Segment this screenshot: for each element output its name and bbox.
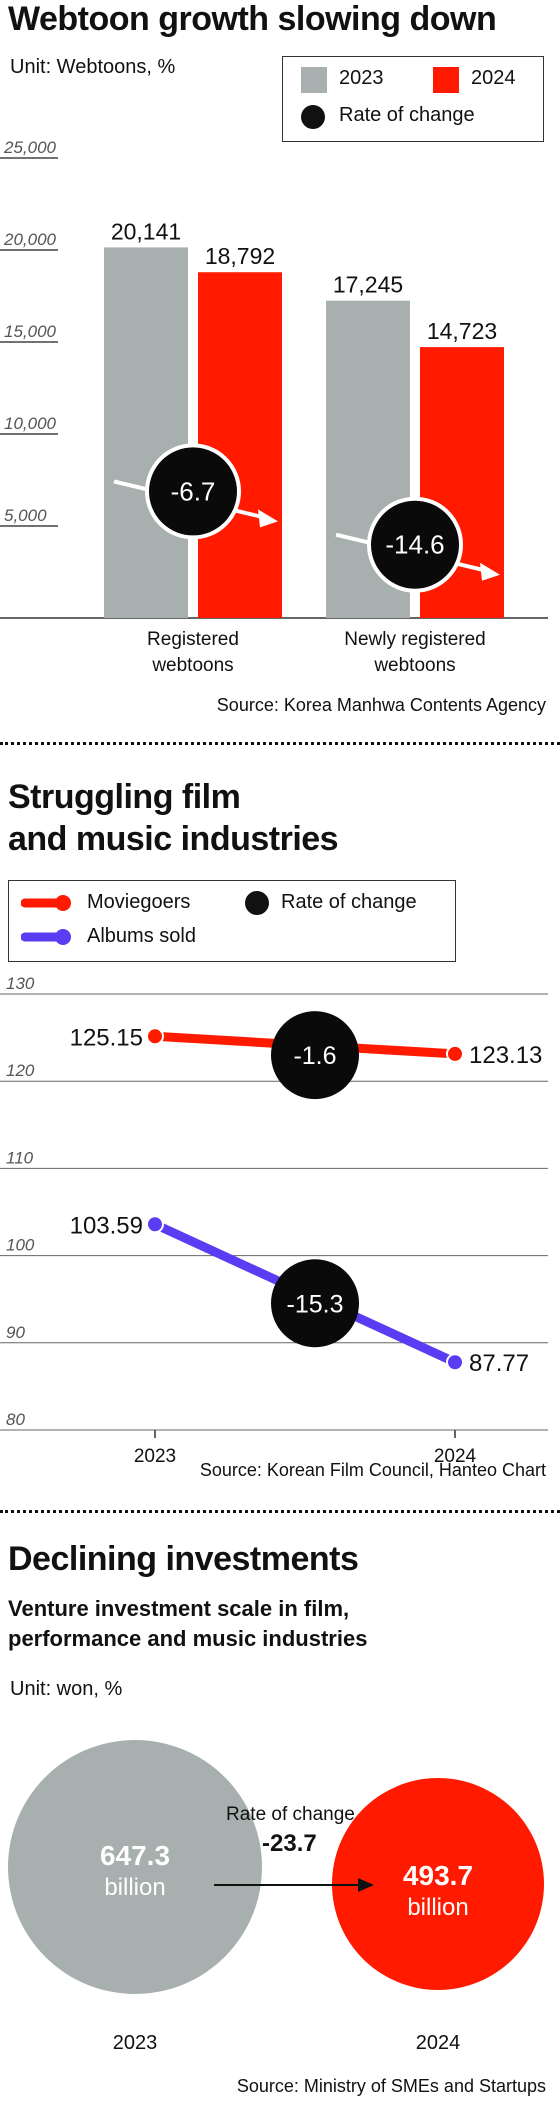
section3-source: Source: Ministry of SMEs and Startups: [236, 2076, 546, 2096]
series-point: [446, 1044, 464, 1063]
year-2024: 2024: [415, 2032, 461, 2054]
legend-moviegoers-line: [21, 895, 71, 911]
section1-unit: Unit: Webtoons, %: [10, 56, 176, 78]
section3-title: Declining investments: [8, 1540, 359, 1578]
change-arrow: [214, 1878, 374, 1892]
rate-circle: [271, 1259, 359, 1348]
category-label: webtoons: [373, 655, 455, 676]
section1-title: Webtoon growth slowing down: [8, 0, 497, 38]
section3-unit: Unit: won, %: [10, 1678, 123, 1700]
legend-swatch-2023: [301, 67, 327, 93]
y-tick-label: 120: [6, 1061, 35, 1080]
bar-2024-0: [198, 272, 282, 618]
rate-arrow-head: [258, 509, 278, 528]
section1-source: Source: Korea Manhwa Contents Agency: [216, 695, 546, 715]
section3-subtitle-line2: performance and music industries: [8, 1626, 368, 1651]
y-tick-label: 20,000: [3, 230, 57, 249]
series-point: [146, 1215, 164, 1234]
y-tick-label: 10,000: [4, 414, 57, 433]
bar-value-label: 14,723: [427, 318, 497, 344]
y-tick-label: 25,000: [3, 138, 57, 157]
series-point: [446, 1353, 464, 1372]
data-label: 123.13: [469, 1042, 542, 1069]
rate-value-label: -1.6: [293, 1042, 336, 1070]
legend-swatch-2024: [433, 67, 459, 93]
legend-rate-dot: [301, 105, 325, 129]
data-label: 125.15: [70, 1024, 143, 1051]
category-label: Newly registered: [344, 629, 486, 650]
section2-source: Source: Korean Film Council, Hanteo Char…: [199, 1460, 546, 1480]
data-label: 87.77: [469, 1350, 529, 1377]
y-tick-label: 110: [6, 1148, 34, 1167]
bar-2023-0: [104, 247, 188, 618]
y-tick-label: 90: [6, 1323, 25, 1342]
rate-value-label: -14.6: [385, 530, 444, 560]
legend-label-2023: 2023: [339, 67, 384, 89]
circle-2023: [8, 1740, 262, 1994]
webtoon-bar-chart: 25,000 20,000 15,000 10,000 5,000 20,141 18,79…: [0, 138, 548, 676]
section1-legend: 2023 2024 Rate of change: [282, 56, 544, 142]
section2-title-line2: and music industries: [8, 820, 339, 858]
y-tick-label: 100: [6, 1236, 35, 1255]
section2-legend: Moviegoers Rate of change Albums sold: [8, 880, 456, 962]
rate-value: -23.7: [262, 1830, 317, 1857]
divider-1: [0, 742, 560, 745]
year-2023: 2023: [112, 2032, 158, 2054]
value-2023: 647.3: [99, 1840, 171, 1871]
legend-label-albums: Albums sold: [87, 925, 196, 947]
category-label: webtoons: [151, 655, 233, 676]
section2-title-line1: Struggling film: [8, 778, 241, 816]
legend-label-2024: 2024: [471, 67, 516, 89]
bar-value-label: 17,245: [333, 272, 403, 298]
series-point: [146, 1027, 164, 1046]
legend-label-moviegoers: Moviegoers: [87, 891, 191, 913]
category-label: Registered: [147, 629, 239, 650]
legend-label-rate: Rate of change: [339, 104, 475, 126]
legend-rate-dot-2: [245, 891, 269, 915]
rate-value-label: -15.3: [287, 1290, 344, 1318]
y-tick-label: 15,000: [4, 322, 57, 341]
film-music-line-chart: 130 120 110 100 90 80 2023 2024 125.15 123.13 -1.6…: [0, 974, 548, 1467]
rate-circle: [145, 443, 241, 540]
legend-label-rate-2: Rate of change: [281, 891, 417, 913]
value-2024: 493.7: [402, 1860, 474, 1891]
bar-value-label: 20,141: [111, 218, 181, 244]
suffix-2023: billion: [104, 1874, 166, 1901]
divider-2: [0, 1510, 560, 1513]
rate-circle: [367, 496, 463, 593]
y-tick-label: 80: [6, 1410, 25, 1429]
rate-arrow-head: [480, 562, 500, 581]
rate-value-label: -6.7: [171, 476, 216, 506]
rate-label: Rate of change: [226, 1804, 355, 1825]
data-label: 103.59: [70, 1212, 143, 1239]
y-tick-label: 5,000: [4, 506, 47, 525]
y-tick-label: 130: [6, 974, 35, 993]
x-tick-label: 2023: [134, 1446, 176, 1467]
x-tick-label: 2024: [434, 1446, 477, 1467]
legend-albums-line: [21, 929, 71, 945]
bar-value-label: 18,792: [205, 243, 275, 269]
suffix-2024: billion: [407, 1894, 469, 1921]
rate-circle: [271, 1011, 359, 1100]
section3-subtitle-line1: Venture investment scale in film,: [8, 1596, 350, 1621]
